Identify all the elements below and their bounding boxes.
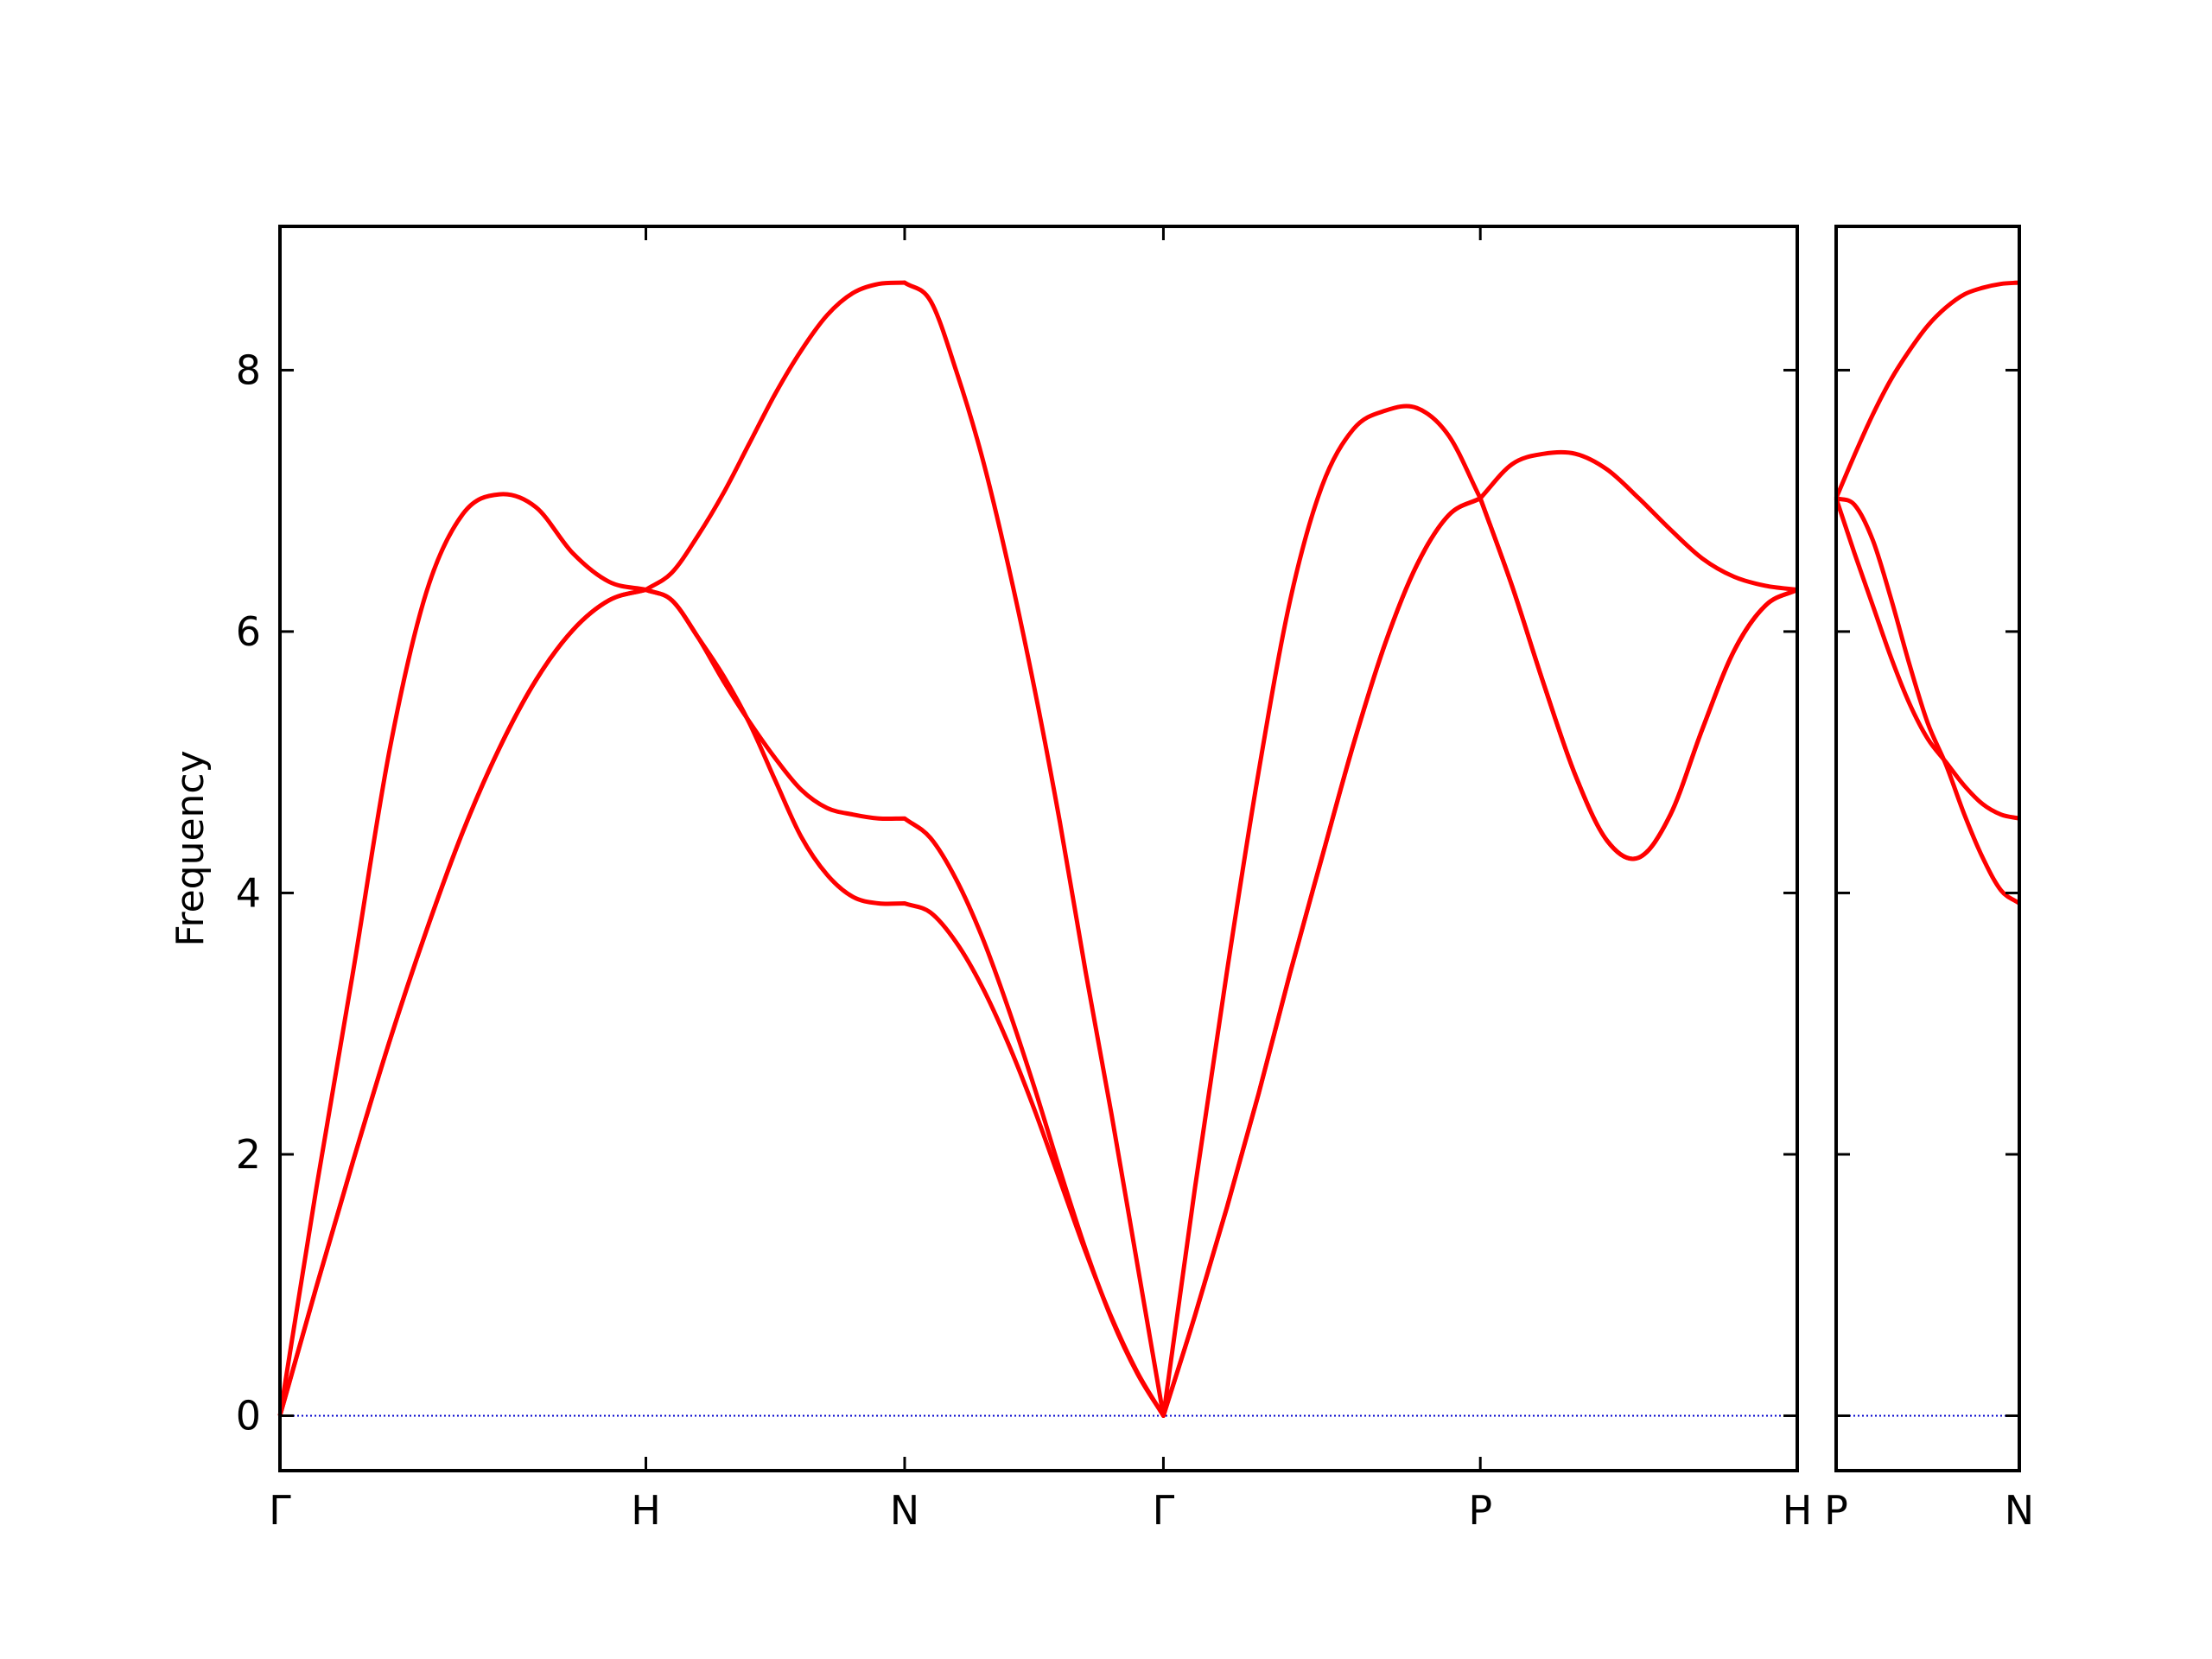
- y-tick-label: 8: [236, 346, 261, 393]
- x-tick-label: H: [1783, 1487, 1813, 1534]
- x-tick-label: H: [631, 1487, 661, 1534]
- y-tick-label: 4: [236, 869, 261, 916]
- x-tick-label: Γ: [1153, 1487, 1175, 1534]
- y-axis-label: Frequency: [168, 750, 213, 946]
- band-line: [277, 496, 1799, 1418]
- plot-frame: [1834, 225, 2021, 1472]
- x-tick-label: P: [1824, 1487, 1848, 1534]
- plot-frame: [278, 225, 1799, 1472]
- x-tick-label: Γ: [269, 1487, 291, 1534]
- y-tick-label: 6: [236, 608, 261, 655]
- y-tick-label: 0: [236, 1392, 261, 1439]
- band-line: [277, 280, 1798, 1418]
- x-tick-label: N: [2005, 1487, 2034, 1534]
- x-tick-label: N: [890, 1487, 919, 1534]
- y-tick-label: 2: [236, 1131, 261, 1178]
- band-line: [1834, 497, 2020, 821]
- band-line: [1835, 496, 2021, 906]
- x-tick-label: P: [1468, 1487, 1492, 1534]
- band-line: [1834, 280, 2020, 499]
